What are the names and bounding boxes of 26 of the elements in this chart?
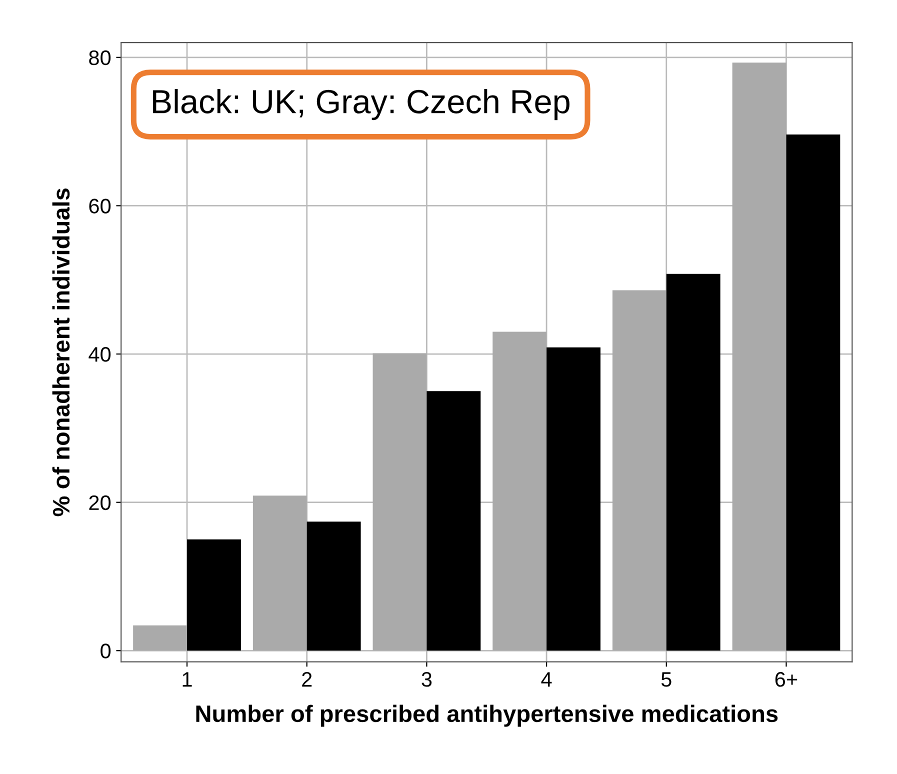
- x-axis-title: Number of prescribed antihypertensive medications: [196, 704, 778, 727]
- bar: [426, 391, 481, 651]
- x-tick-label: 6+: [775, 672, 798, 687]
- annotation: Black: UK; Gray: Czech Rep: [153, 89, 570, 120]
- bar: [187, 539, 241, 651]
- bar: [612, 290, 666, 651]
- bar: [306, 522, 361, 651]
- bar: [732, 62, 786, 651]
- y-tick-label: 40: [88, 347, 111, 362]
- bar: [546, 347, 600, 651]
- bar: [786, 134, 840, 651]
- bar: [133, 625, 188, 651]
- y-tick-label: 20: [89, 495, 111, 510]
- x-tick-label: 5: [661, 672, 672, 687]
- bar: [252, 496, 307, 651]
- y-tick-label: 60: [89, 198, 111, 214]
- y-axis-title: % of nonadherent individuals: [52, 188, 70, 516]
- x-tick-label: 1: [182, 672, 192, 687]
- y-tick-label: 80: [89, 50, 111, 66]
- bar: [372, 353, 427, 651]
- x-tick-label: 2: [302, 672, 312, 687]
- x-tick-label: 3: [422, 672, 432, 687]
- y-tick-label: 0: [100, 644, 111, 658]
- x-tick-label: 4: [541, 672, 552, 687]
- bar: [666, 274, 720, 651]
- bar: [492, 332, 547, 651]
